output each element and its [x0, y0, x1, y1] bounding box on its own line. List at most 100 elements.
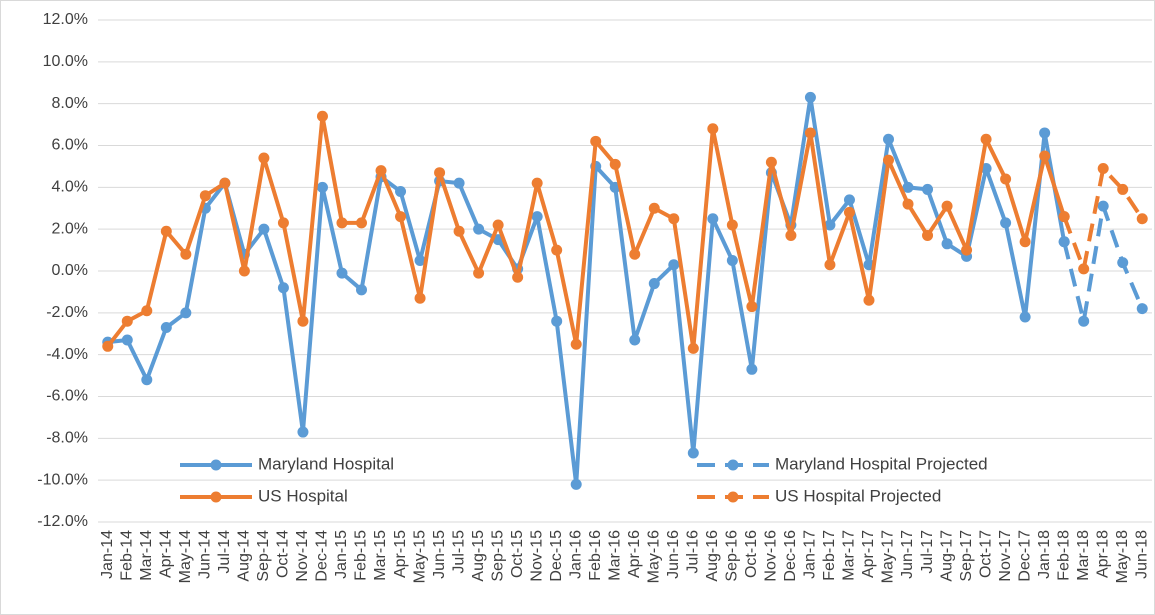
- point-marker: [1136, 303, 1148, 315]
- point-marker: [804, 91, 816, 103]
- x-tick-label: Nov-17: [997, 530, 1014, 582]
- point-marker: [160, 321, 172, 333]
- point-marker: [1058, 211, 1070, 223]
- x-tick-label: Mar-15: [372, 530, 389, 581]
- point-marker: [1000, 217, 1012, 229]
- point-marker: [1078, 263, 1090, 275]
- point-marker: [1039, 150, 1051, 162]
- x-tick-label: Feb-17: [821, 530, 838, 581]
- point-marker: [668, 259, 680, 271]
- legend-label: US Hospital Projected: [775, 486, 941, 505]
- point-marker: [648, 278, 660, 290]
- point-marker: [1000, 173, 1012, 185]
- point-marker: [961, 244, 973, 256]
- x-tick-label: Aug-15: [470, 530, 487, 582]
- point-marker: [102, 340, 114, 352]
- x-tick-label: Jan-16: [567, 530, 584, 579]
- point-marker: [258, 152, 270, 164]
- y-tick-label: -4.0%: [46, 346, 88, 363]
- point-marker: [746, 363, 758, 375]
- legend-marker: [210, 459, 222, 471]
- point-marker: [238, 265, 250, 277]
- x-tick-label: Nov-15: [528, 530, 545, 582]
- point-marker: [1117, 183, 1129, 195]
- x-tick-label: Jul-16: [685, 530, 702, 574]
- x-tick-label: Feb-15: [353, 530, 370, 581]
- point-marker: [160, 225, 172, 237]
- x-tick-label: Oct-17: [977, 530, 994, 578]
- point-marker: [531, 177, 543, 189]
- x-tick-label: Dec-15: [548, 530, 565, 582]
- point-marker: [687, 447, 699, 459]
- series-line: [1062, 166, 1144, 271]
- point-marker: [609, 158, 621, 170]
- point-marker: [121, 334, 133, 346]
- point-marker: [883, 133, 894, 145]
- y-tick-label: 2.0%: [52, 220, 88, 237]
- x-tick-label: May-14: [177, 530, 194, 583]
- point-marker: [551, 244, 563, 256]
- point-marker: [1078, 315, 1090, 327]
- x-tick-label: Mar-16: [606, 530, 623, 581]
- point-marker: [687, 342, 699, 354]
- point-marker: [902, 198, 914, 210]
- point-marker: [375, 165, 387, 177]
- x-tick-label: Dec-14: [314, 530, 331, 582]
- point-marker: [316, 110, 328, 122]
- x-tick-label: Nov-14: [294, 530, 311, 582]
- y-tick-label: -6.0%: [46, 388, 88, 405]
- legend-marker: [727, 491, 739, 503]
- point-marker: [863, 294, 875, 306]
- point-marker: [414, 255, 426, 267]
- point-marker: [316, 181, 328, 193]
- x-tick-label: Aug-17: [938, 530, 955, 582]
- x-tick-label: Jun-15: [431, 530, 448, 579]
- x-tick-label: Jan-17: [802, 530, 819, 579]
- point-marker: [843, 206, 855, 218]
- x-tick-label: Jul-17: [919, 530, 936, 574]
- x-tick-label: Sep-15: [489, 530, 506, 582]
- x-tick-label: Jun-17: [899, 530, 916, 579]
- point-marker: [297, 315, 309, 327]
- x-tick-label: Apr-14: [158, 530, 175, 578]
- point-marker: [473, 223, 485, 235]
- point-marker: [414, 292, 426, 304]
- point-marker: [804, 127, 816, 139]
- x-tick-label: Nov-16: [763, 530, 780, 582]
- series-line: [107, 95, 1067, 487]
- x-tick-label: Oct-14: [275, 530, 292, 578]
- x-tick-label: Feb-18: [1055, 530, 1072, 581]
- x-tick-label: Feb-16: [587, 530, 604, 581]
- point-marker: [726, 219, 738, 231]
- point-marker: [141, 305, 153, 317]
- point-marker: [277, 217, 289, 229]
- point-marker: [570, 478, 582, 490]
- point-marker: [199, 190, 211, 202]
- x-tick-label: Mar-18: [1075, 530, 1092, 581]
- x-tick-label: Apr-17: [860, 530, 877, 578]
- point-marker: [492, 219, 504, 231]
- point-marker: [668, 213, 680, 225]
- point-marker: [785, 229, 797, 241]
- x-tick-label: Jul-15: [450, 530, 467, 574]
- y-tick-label: 0.0%: [52, 262, 88, 279]
- legend-label: Maryland Hospital Projected: [775, 454, 988, 473]
- legend-label: Maryland Hospital: [258, 454, 394, 473]
- point-marker: [746, 301, 758, 313]
- x-tick-label: May-15: [411, 530, 428, 583]
- point-marker: [1117, 257, 1129, 269]
- point-marker: [941, 238, 953, 250]
- point-marker: [1019, 311, 1031, 323]
- point-marker: [180, 248, 192, 260]
- point-marker: [980, 133, 992, 145]
- point-marker: [883, 154, 894, 166]
- x-tick-label: Oct-16: [743, 530, 760, 578]
- x-tick-label: May-16: [645, 530, 662, 583]
- x-tick-label: Feb-14: [118, 530, 135, 581]
- x-tick-label: Jan-18: [1036, 530, 1053, 579]
- x-tick-label: May-17: [880, 530, 897, 583]
- point-marker: [590, 135, 602, 147]
- point-marker: [922, 229, 934, 241]
- point-marker: [648, 202, 660, 214]
